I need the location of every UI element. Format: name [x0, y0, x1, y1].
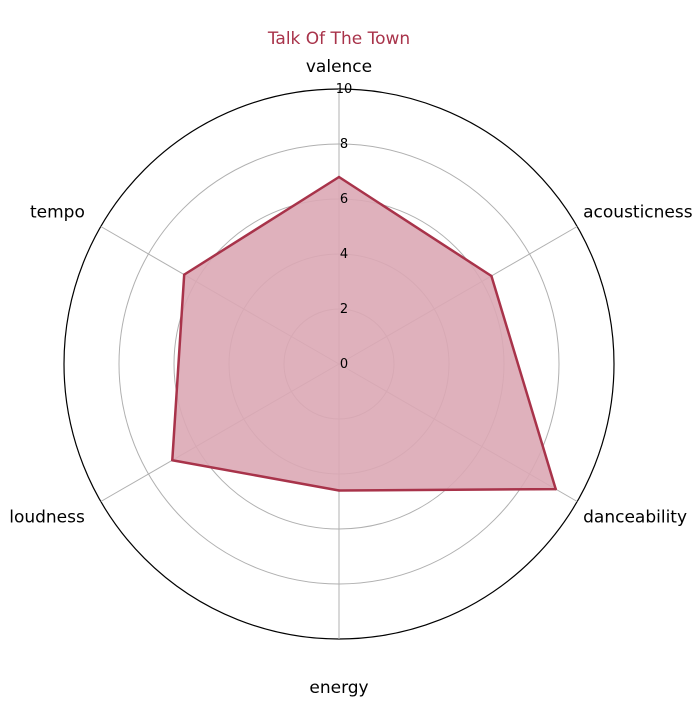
data-point-acousticness [490, 274, 493, 278]
axis-label-loudness: loudness [9, 508, 85, 528]
axis-label-danceability: danceability [583, 508, 687, 528]
tick-label: 2 [340, 302, 348, 317]
data-point-loudness [171, 459, 174, 462]
tick-label: 8 [340, 137, 348, 152]
chart-title: Talk Of The Town [267, 29, 410, 49]
series-layer [171, 175, 557, 492]
axis-label-valence: valence [306, 57, 372, 77]
tick-label: 10 [336, 82, 353, 97]
axis-label-acousticness: acousticness [583, 203, 693, 223]
axis-label-energy: energy [309, 678, 368, 698]
tick-label: 0 [340, 357, 348, 372]
data-point-tempo [182, 273, 186, 276]
data-point-danceability [554, 487, 557, 491]
series-area [172, 177, 556, 491]
data-point-valence [337, 175, 341, 179]
tick-label: 6 [340, 192, 348, 207]
data-point-energy [337, 489, 341, 492]
tick-labels: 0 2 4 6 8 10 [336, 82, 353, 372]
tick-label: 4 [340, 247, 348, 262]
axis-labels: valence acousticness danceability energy lou… [9, 57, 693, 698]
axis-label-tempo: tempo [30, 203, 85, 223]
